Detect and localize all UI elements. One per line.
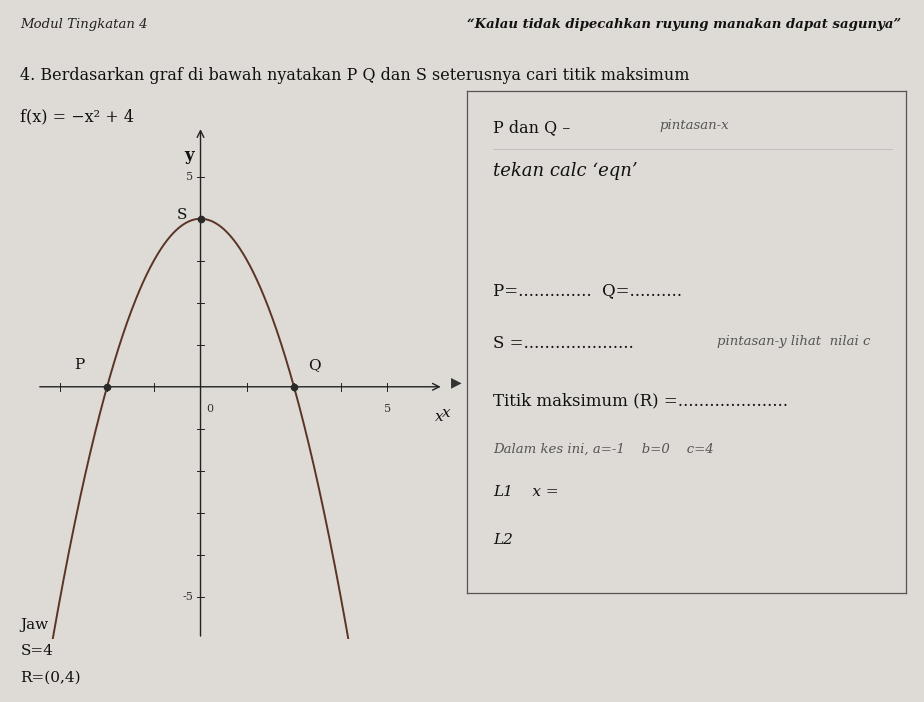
Text: Jaw: Jaw [20,618,48,632]
Text: f(x) = −x² + 4: f(x) = −x² + 4 [20,109,134,126]
Text: Dalam kes ini, a=-1    b=0    c=4: Dalam kes ini, a=-1 b=0 c=4 [493,442,713,456]
Text: -5: -5 [183,592,193,602]
Text: pintasan-x: pintasan-x [660,119,729,132]
Text: Modul Tingkatan 4: Modul Tingkatan 4 [20,18,148,31]
Text: S =.....................: S =..................... [493,335,634,352]
Text: L2: L2 [493,533,513,547]
Text: P: P [74,358,84,372]
Text: S=4: S=4 [20,644,54,658]
Text: y: y [184,147,194,164]
Text: 5: 5 [187,172,193,182]
Text: 4. Berdasarkan graf di bawah nyatakan P Q dan S seterusnya cari titik maksimum: 4. Berdasarkan graf di bawah nyatakan P … [20,67,690,84]
Text: 0: 0 [206,404,213,413]
Text: R=(0,4): R=(0,4) [20,671,81,685]
Text: P=..............  Q=..........: P=.............. Q=.......... [493,282,682,299]
Text: x: x [434,410,444,424]
Text: ▶: ▶ [452,376,462,390]
Text: Q: Q [308,358,321,372]
Text: Titik maksimum (R) =.....................: Titik maksimum (R) =....................… [493,392,788,409]
Text: tekan calc ‘eqn’: tekan calc ‘eqn’ [493,161,638,180]
Text: pintasan-y lihat  nilai c: pintasan-y lihat nilai c [717,335,870,347]
Text: P dan Q –: P dan Q – [493,119,576,136]
Text: 5: 5 [383,404,391,414]
Text: L1    x =: L1 x = [493,485,559,499]
Text: S: S [177,208,188,222]
Text: x: x [442,406,451,420]
Text: “Kalau tidak dipecahkan ruyung manakan dapat sagunya”: “Kalau tidak dipecahkan ruyung manakan d… [467,18,901,31]
